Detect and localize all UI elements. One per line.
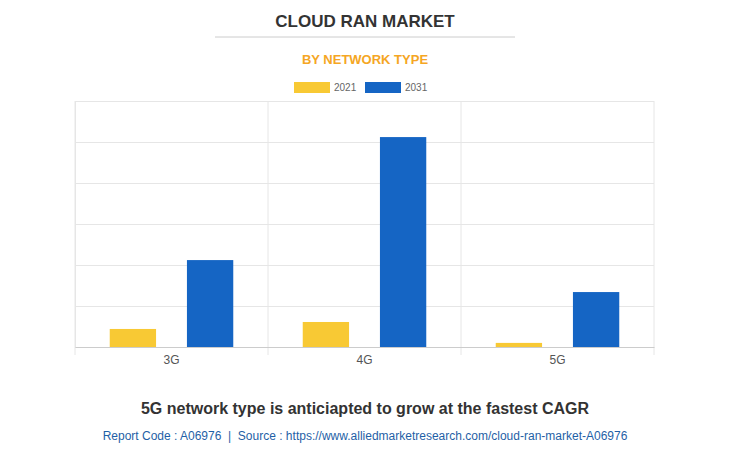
bar <box>110 329 156 347</box>
y-tick <box>75 101 654 102</box>
bar <box>380 137 426 347</box>
y-tick <box>75 142 654 143</box>
legend-swatch <box>294 82 330 93</box>
category-separator <box>461 101 462 355</box>
x-tick: 3G <box>163 353 179 367</box>
grid-line <box>75 183 654 184</box>
grid-line <box>75 101 654 102</box>
category-separators <box>75 101 654 355</box>
x-tick: 4G <box>356 353 372 367</box>
y-tick <box>75 306 654 307</box>
bar <box>303 322 349 347</box>
category-separator <box>654 101 655 355</box>
x-tick-label: 3G <box>163 353 179 367</box>
annotation: 5G network type is anticiapted to grow a… <box>141 400 590 417</box>
source: Report Code : A06976 | Source : https://… <box>103 429 628 443</box>
category-separator <box>75 101 76 355</box>
grid-line <box>75 306 654 307</box>
x-tick-label: 5G <box>549 353 565 367</box>
category-separator <box>268 101 269 355</box>
subtitle: BY NETWORK TYPE <box>302 52 428 67</box>
bar <box>573 292 619 347</box>
y-axis <box>75 102 654 348</box>
x-axis: 3G 4G 5G <box>76 348 655 367</box>
y-tick <box>75 224 654 225</box>
grid-line <box>75 142 654 143</box>
x-tick: 5G <box>549 353 565 367</box>
bar <box>187 260 233 347</box>
bars <box>110 137 620 347</box>
title: CLOUD RAN MARKET <box>275 12 455 31</box>
grid-line <box>75 347 654 348</box>
grid-line <box>75 265 654 266</box>
y-tick <box>75 265 654 266</box>
x-axis-line <box>76 347 655 348</box>
grid-line <box>75 224 654 225</box>
x-tick-label: 4G <box>356 353 372 367</box>
bar <box>496 343 542 347</box>
chart: CLOUD RAN MARKET BY NETWORK TYPE 2021 2031 3… <box>0 0 730 453</box>
legend-label: 2021 <box>334 82 357 93</box>
legend: 2021 2031 <box>294 82 428 93</box>
legend-swatch <box>365 82 401 93</box>
title-rule <box>215 37 515 38</box>
y-tick <box>75 183 654 184</box>
y-axis-line <box>76 102 655 348</box>
y-tick <box>75 347 654 348</box>
legend-label: 2031 <box>405 82 428 93</box>
